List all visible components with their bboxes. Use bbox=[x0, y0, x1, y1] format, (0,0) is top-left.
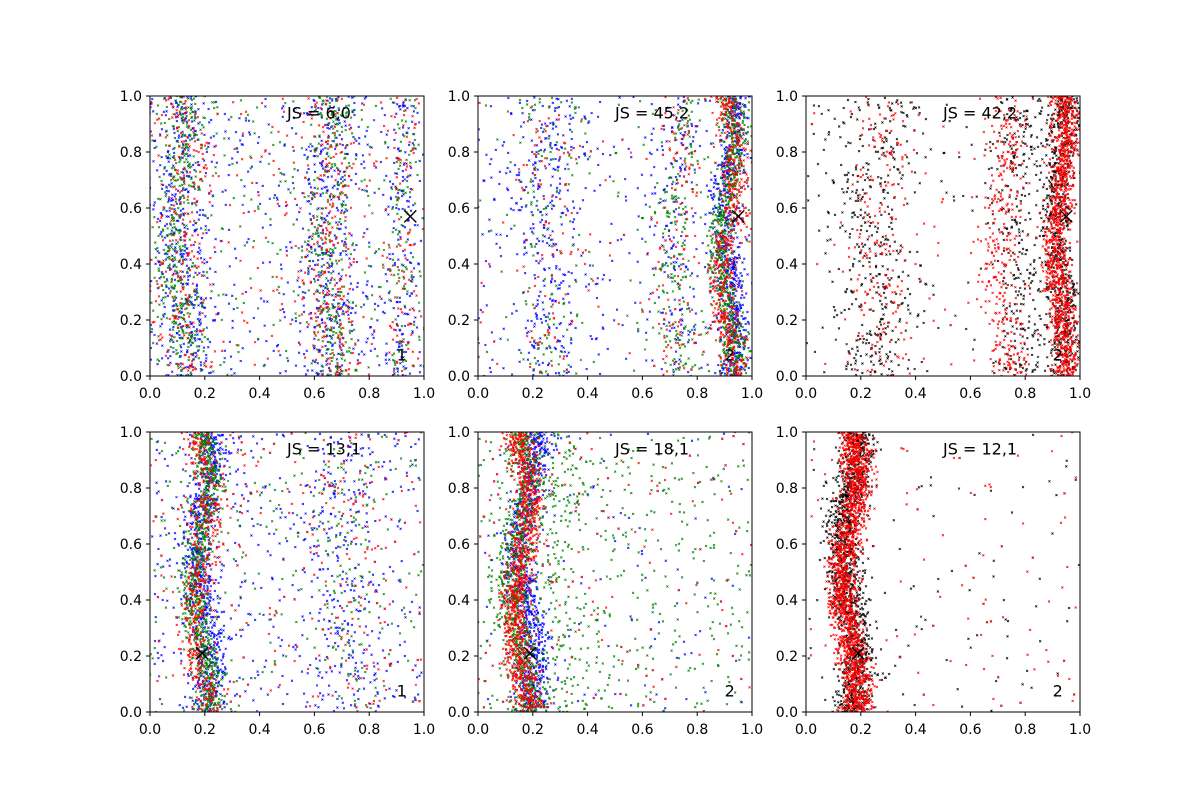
y-tick-label: 0.4 bbox=[120, 257, 142, 273]
x-marker bbox=[403, 209, 417, 223]
corner-label: 1 bbox=[397, 346, 407, 365]
x-tick-label: 0.6 bbox=[303, 386, 325, 402]
series-green bbox=[148, 96, 424, 376]
series-blue bbox=[478, 96, 757, 376]
y-tick-label: 0.0 bbox=[120, 369, 142, 385]
x-tick-label: 0.0 bbox=[139, 386, 161, 402]
x-tick-label: 1.0 bbox=[413, 386, 435, 402]
scatter-point bbox=[150, 204, 152, 207]
scatter-point bbox=[150, 112, 152, 115]
scatter-point bbox=[755, 109, 757, 111]
y-tick-label: 0.2 bbox=[120, 313, 142, 329]
scatter-point bbox=[148, 258, 150, 260]
x-tick-label: 0.4 bbox=[248, 386, 270, 402]
scatter-panel-2: 0.0 0.2 0.4 0.6 0.8 1.00.00.20.40.60.81.0JS =… bbox=[448, 89, 763, 402]
series-red bbox=[146, 96, 424, 376]
axes-frame bbox=[149, 95, 425, 377]
points-group bbox=[146, 96, 424, 376]
scatter-point bbox=[146, 324, 148, 326]
y-tick-label: 1.0 bbox=[120, 89, 142, 105]
scatter-point bbox=[752, 315, 754, 317]
points-group bbox=[478, 96, 757, 376]
y-tick-label: 0.6 bbox=[120, 201, 142, 217]
y-tick-label: 0.8 bbox=[120, 145, 142, 161]
scatter-panel-1: 0.0 0.2 0.4 0.6 0.8 1.0 0.0 0.2 0.4 0.6 0.8 1.0 JS =… bbox=[120, 89, 435, 402]
scatter-point bbox=[750, 282, 752, 284]
js-annotation: JS = 6,0 bbox=[286, 103, 351, 122]
scatter-point bbox=[752, 294, 754, 296]
x-tick-label: 0.8 bbox=[358, 386, 380, 402]
x-tick-label: 0.2 bbox=[194, 386, 216, 402]
